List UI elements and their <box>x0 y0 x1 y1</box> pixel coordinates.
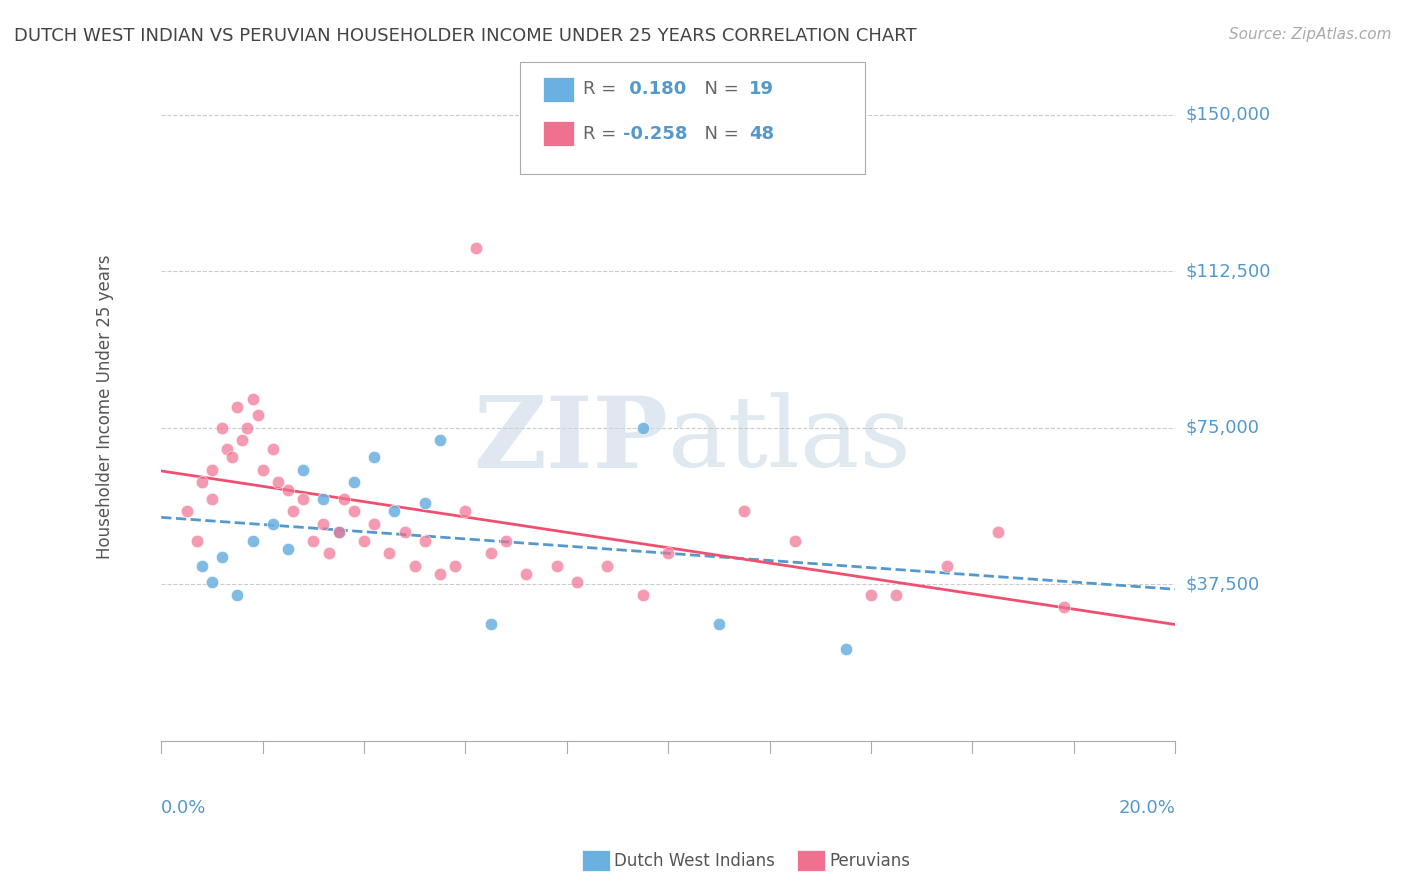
Text: 48: 48 <box>749 125 775 143</box>
Text: N =: N = <box>693 125 745 143</box>
Point <box>546 558 568 573</box>
Point <box>429 566 451 581</box>
Point <box>328 525 350 540</box>
Point <box>657 546 679 560</box>
Point <box>413 533 436 548</box>
Point <box>631 588 654 602</box>
Text: N =: N = <box>693 80 745 98</box>
Point <box>343 475 366 489</box>
Point <box>783 533 806 548</box>
Text: DUTCH WEST INDIAN VS PERUVIAN HOUSEHOLDER INCOME UNDER 25 YEARS CORRELATION CHAR: DUTCH WEST INDIAN VS PERUVIAN HOUSEHOLDE… <box>14 27 917 45</box>
Point <box>596 558 619 573</box>
Point <box>191 558 214 573</box>
Point <box>884 588 907 602</box>
Point <box>292 491 315 506</box>
Point <box>565 575 588 590</box>
Point <box>454 504 477 518</box>
Point <box>217 442 239 456</box>
Text: 20.0%: 20.0% <box>1118 799 1175 817</box>
Point <box>464 241 486 255</box>
Text: 19: 19 <box>749 80 775 98</box>
Point <box>226 588 249 602</box>
Point <box>252 462 274 476</box>
Text: 0.0%: 0.0% <box>162 799 207 817</box>
Point <box>277 541 299 556</box>
Point <box>277 483 299 498</box>
Point <box>936 558 959 573</box>
Point <box>495 533 517 548</box>
Point <box>444 558 467 573</box>
Point <box>302 533 325 548</box>
Point <box>332 491 354 506</box>
Point <box>404 558 426 573</box>
Point <box>394 525 416 540</box>
Point <box>201 462 224 476</box>
Point <box>707 617 730 632</box>
Point <box>631 421 654 435</box>
Text: atlas: atlas <box>668 392 911 488</box>
Point <box>343 504 366 518</box>
Point <box>1052 600 1074 615</box>
Point <box>211 421 233 435</box>
Point <box>318 546 340 560</box>
Point <box>859 588 882 602</box>
Point <box>262 442 284 456</box>
Point <box>186 533 208 548</box>
Point <box>201 575 224 590</box>
Point <box>378 546 401 560</box>
Text: Dutch West Indians: Dutch West Indians <box>614 852 775 870</box>
Point <box>515 566 537 581</box>
Point <box>236 421 259 435</box>
Point <box>363 516 385 531</box>
Point <box>413 496 436 510</box>
Point <box>242 392 264 406</box>
Point <box>176 504 198 518</box>
Text: ZIP: ZIP <box>474 392 668 489</box>
Text: $150,000: $150,000 <box>1185 106 1271 124</box>
Text: -0.258: -0.258 <box>623 125 688 143</box>
Text: Source: ZipAtlas.com: Source: ZipAtlas.com <box>1229 27 1392 42</box>
Point <box>262 516 284 531</box>
Point <box>429 434 451 448</box>
Point <box>312 491 335 506</box>
Text: Peruvians: Peruvians <box>830 852 911 870</box>
Point <box>281 504 304 518</box>
Point <box>834 642 856 657</box>
Point <box>479 617 502 632</box>
Text: R =: R = <box>583 125 623 143</box>
Point <box>363 450 385 464</box>
Point <box>242 533 264 548</box>
Point <box>312 516 335 531</box>
Text: $75,000: $75,000 <box>1185 419 1260 437</box>
Point <box>987 525 1010 540</box>
Point <box>384 504 406 518</box>
Point <box>733 504 755 518</box>
Text: 0.180: 0.180 <box>623 80 686 98</box>
Point <box>201 491 224 506</box>
Point <box>221 450 243 464</box>
Point <box>226 400 249 414</box>
Point <box>191 475 214 489</box>
Point <box>211 550 233 565</box>
Point <box>231 434 253 448</box>
Text: Householder Income Under 25 years: Householder Income Under 25 years <box>97 255 114 559</box>
Point <box>292 462 315 476</box>
Text: $37,500: $37,500 <box>1185 575 1260 593</box>
Point <box>328 525 350 540</box>
Text: $112,500: $112,500 <box>1185 262 1271 280</box>
Point <box>353 533 375 548</box>
Point <box>267 475 290 489</box>
Point <box>246 409 269 423</box>
Point <box>479 546 502 560</box>
Text: R =: R = <box>583 80 623 98</box>
